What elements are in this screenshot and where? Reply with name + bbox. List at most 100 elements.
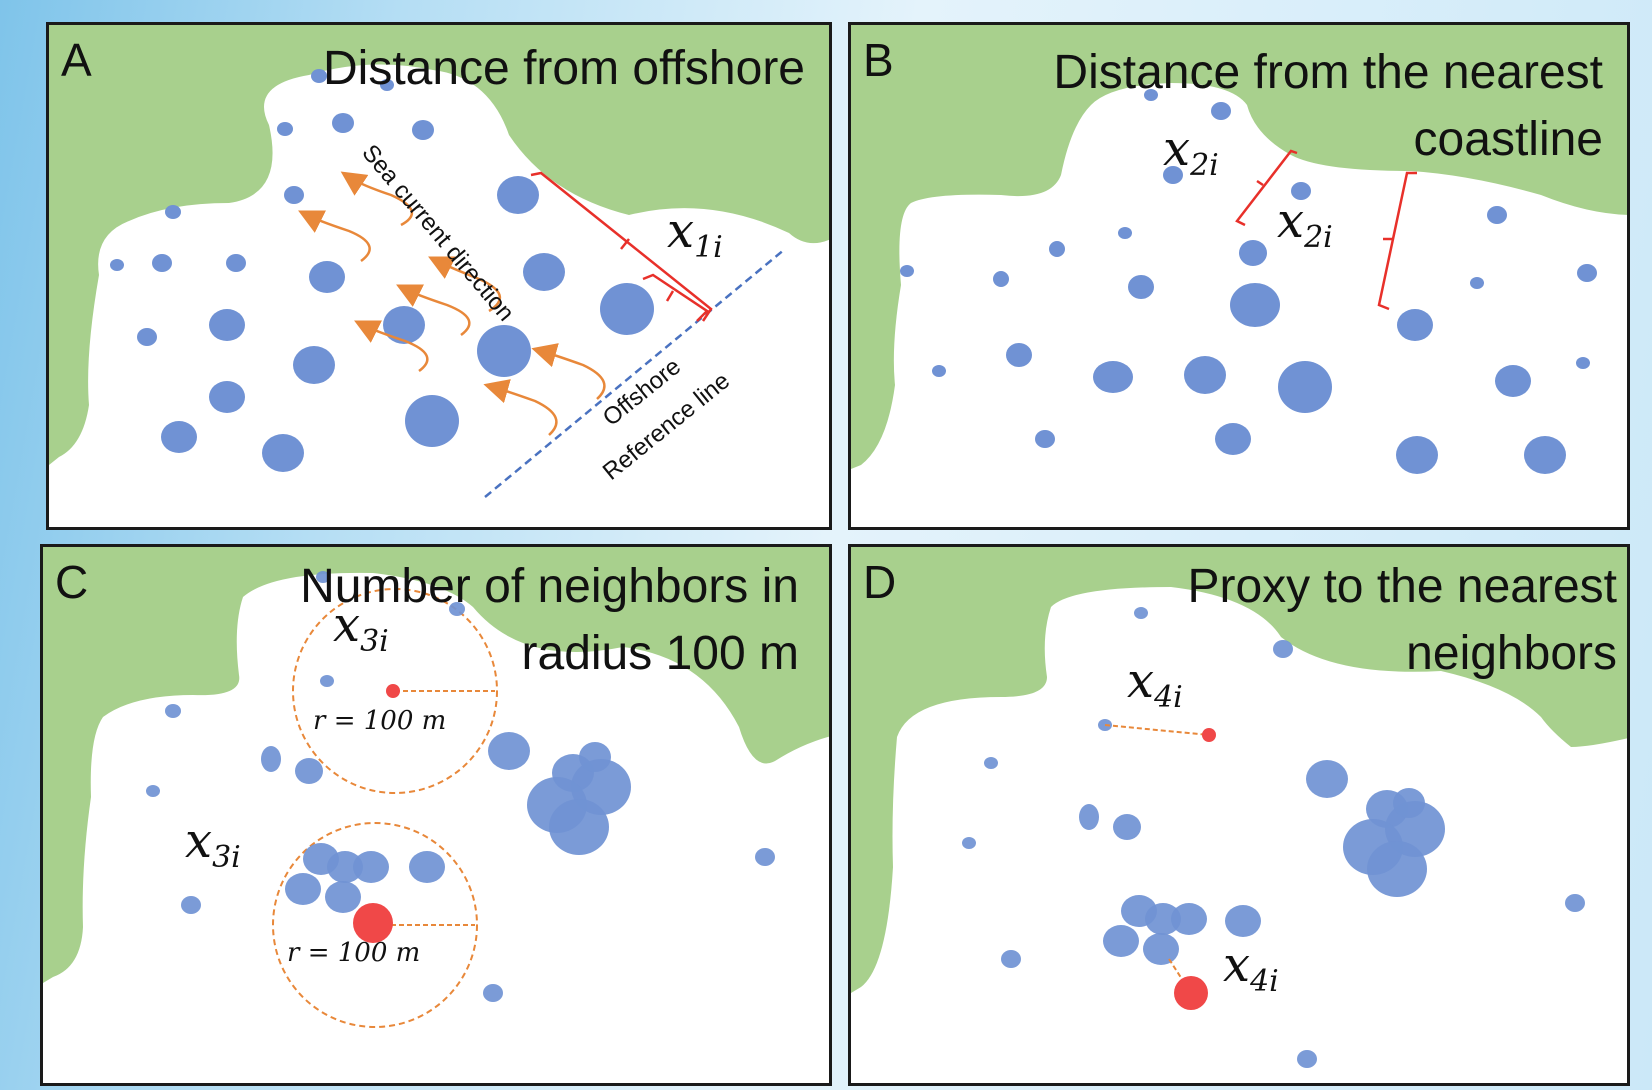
panel-title: Proxy to the nearest neighbors [977,553,1617,687]
target-island-lower [1174,976,1208,1010]
land [49,25,829,465]
island [152,254,172,272]
island [209,309,245,341]
coast-bracket-1 [1235,149,1298,227]
island [1297,1050,1317,1068]
island [110,259,124,271]
island [1565,894,1585,912]
island [293,346,335,384]
title-line-1: Distance from the nearest [1053,46,1603,99]
coast-bracket-2 [1377,171,1417,311]
var-x2i: x2i [1163,121,1219,183]
island [449,602,465,616]
island [755,848,775,866]
island [1079,804,1099,830]
panel-title: Distance from offshore [323,42,805,95]
island [932,365,946,377]
island [320,675,334,687]
island [477,325,531,377]
island [409,851,445,883]
island [1291,182,1311,200]
island [1211,102,1231,120]
island [1215,423,1251,455]
title-line-2: neighbors [1406,627,1617,681]
title-line-1: Proxy to the nearest [1187,560,1617,613]
island [1397,309,1433,341]
current-arrows [298,171,606,436]
island [1145,903,1181,935]
island [1577,264,1597,282]
island [497,176,539,214]
target-island-lower [353,903,393,943]
island [181,896,201,914]
panel-letter: B [863,34,894,86]
islands [110,69,654,472]
current-arrow [483,379,558,436]
island [405,395,459,447]
neighbor-line-upper [1104,724,1210,736]
panel-a: Sea current direction Offshore Reference… [46,22,832,530]
panel-letter: A [61,34,92,86]
island [488,732,530,770]
land [43,547,829,983]
var-x4i-upper: x4i [1127,653,1183,715]
radius-circles [272,588,498,1028]
island [549,799,609,855]
island [1306,760,1348,798]
island [962,837,976,849]
island [993,271,1009,287]
title-line-1: Number of neighbors in [300,560,799,613]
radius-circle-lower [272,822,478,1028]
island [262,434,304,472]
island [1367,841,1427,897]
panel-c: x3i x3i r = 100 m r = 100 m C Number of … [40,544,832,1086]
island [1225,905,1261,937]
island [285,873,321,905]
island [900,265,914,277]
target-island-upper [1202,728,1216,742]
island [1576,357,1590,369]
distance-bracket-large [530,171,713,322]
island [523,253,565,291]
target-island-upper [386,684,400,698]
island [165,205,181,219]
island [1001,950,1021,968]
island [1113,814,1141,840]
current-label: Sea current direction [356,140,519,327]
panel-d-map: x4i x4i [851,547,1627,1068]
island [1487,206,1507,224]
panel-title: Number of neighbors in radius 100 m [159,553,799,687]
island [137,328,157,346]
island [600,283,654,335]
var-x3i-lower: x3i [185,813,241,875]
island [1143,933,1179,965]
island [579,742,611,772]
island [380,79,394,91]
island [1035,430,1055,448]
island [1144,89,1158,101]
island [984,757,998,769]
island [1006,343,1032,367]
land [851,547,1627,993]
island [284,186,304,204]
island [1118,227,1132,239]
title-line-2: radius 100 m [521,627,799,681]
island [1184,356,1226,394]
island [1393,788,1425,818]
islands [900,89,1597,474]
island [316,571,330,583]
island [1396,436,1438,474]
islands [146,571,775,1002]
island [261,746,281,772]
current-arrow [531,343,606,400]
island [1524,436,1566,474]
panel-b: x2i x2i B Distance from the nearest coas… [848,22,1630,530]
island [161,421,197,453]
island [311,69,327,83]
var-x4i-lower: x4i [1223,937,1279,999]
island [1093,361,1133,393]
current-arrow [396,284,471,337]
var-x2i-second: x2i [1277,193,1333,255]
panel-title: Distance from the nearest coastline [963,39,1603,173]
island [309,261,345,293]
